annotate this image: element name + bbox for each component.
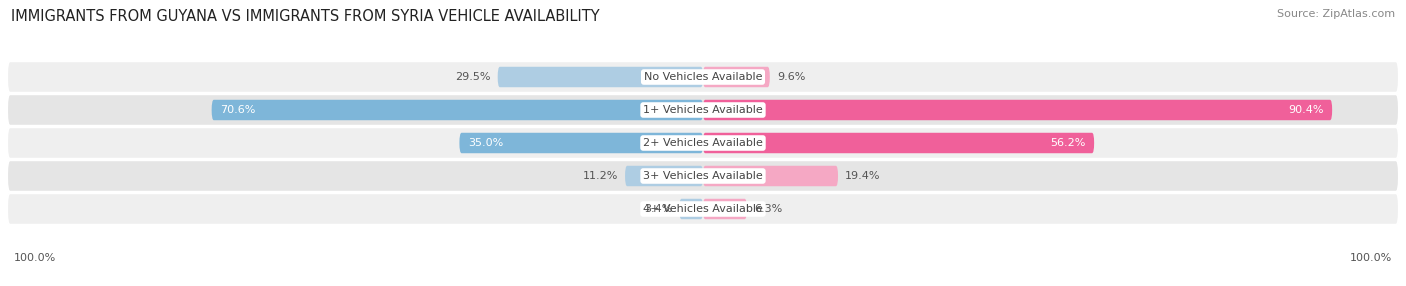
Text: 1+ Vehicles Available: 1+ Vehicles Available — [643, 105, 763, 115]
Text: 4+ Vehicles Available: 4+ Vehicles Available — [643, 204, 763, 214]
Text: 3+ Vehicles Available: 3+ Vehicles Available — [643, 171, 763, 181]
Text: 3.4%: 3.4% — [644, 204, 672, 214]
Text: 19.4%: 19.4% — [845, 171, 880, 181]
Text: 2+ Vehicles Available: 2+ Vehicles Available — [643, 138, 763, 148]
Text: Source: ZipAtlas.com: Source: ZipAtlas.com — [1277, 9, 1395, 19]
FancyBboxPatch shape — [460, 133, 703, 153]
Text: 6.3%: 6.3% — [754, 204, 782, 214]
Text: No Vehicles Available: No Vehicles Available — [644, 72, 762, 82]
FancyBboxPatch shape — [498, 67, 703, 87]
FancyBboxPatch shape — [703, 100, 1331, 120]
Text: 29.5%: 29.5% — [456, 72, 491, 82]
FancyBboxPatch shape — [7, 160, 1399, 192]
FancyBboxPatch shape — [703, 67, 770, 87]
FancyBboxPatch shape — [212, 100, 703, 120]
FancyBboxPatch shape — [7, 127, 1399, 159]
FancyBboxPatch shape — [7, 94, 1399, 126]
Text: 90.4%: 90.4% — [1288, 105, 1324, 115]
Text: 35.0%: 35.0% — [468, 138, 503, 148]
FancyBboxPatch shape — [626, 166, 703, 186]
Text: 9.6%: 9.6% — [776, 72, 806, 82]
Text: 70.6%: 70.6% — [219, 105, 256, 115]
FancyBboxPatch shape — [679, 199, 703, 219]
FancyBboxPatch shape — [7, 61, 1399, 93]
Text: 56.2%: 56.2% — [1050, 138, 1085, 148]
Text: 100.0%: 100.0% — [1350, 253, 1392, 263]
Text: IMMIGRANTS FROM GUYANA VS IMMIGRANTS FROM SYRIA VEHICLE AVAILABILITY: IMMIGRANTS FROM GUYANA VS IMMIGRANTS FRO… — [11, 9, 600, 23]
FancyBboxPatch shape — [703, 199, 747, 219]
FancyBboxPatch shape — [7, 193, 1399, 225]
Text: 100.0%: 100.0% — [14, 253, 56, 263]
FancyBboxPatch shape — [703, 166, 838, 186]
FancyBboxPatch shape — [703, 133, 1094, 153]
Text: 11.2%: 11.2% — [582, 171, 619, 181]
